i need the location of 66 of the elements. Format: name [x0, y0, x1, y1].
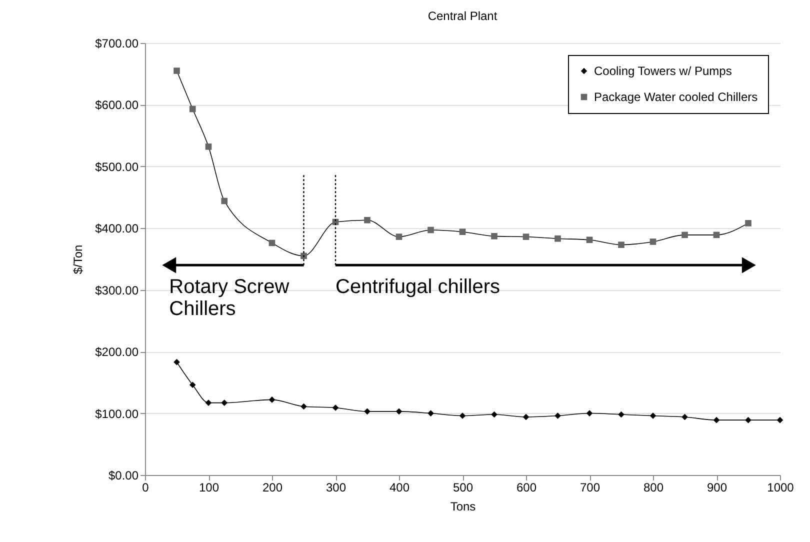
- y-tick-label: $0.00: [108, 468, 139, 482]
- x-tick-label: 900: [706, 480, 728, 494]
- point: [776, 416, 784, 424]
- point: [428, 410, 434, 416]
- point: [174, 358, 180, 366]
- point: [682, 232, 688, 238]
- point: [300, 403, 307, 410]
- point: [745, 220, 752, 226]
- y-tick-label: $300.00: [95, 283, 139, 298]
- point: [428, 226, 434, 234]
- y-tick-label: $600.00: [95, 98, 139, 112]
- point: [364, 408, 370, 415]
- point: [268, 396, 276, 403]
- chart-title: Central Plant: [428, 9, 498, 23]
- x-tick-label: 200: [262, 480, 283, 494]
- y-tick-label: $100.00: [95, 406, 139, 421]
- point: [205, 400, 212, 406]
- point: [396, 408, 402, 415]
- y-tick-label: $500.00: [95, 160, 139, 174]
- x-tick-label: 500: [452, 480, 474, 494]
- point: [713, 416, 720, 424]
- point: [745, 416, 752, 424]
- x-tick-label: 600: [516, 480, 537, 494]
- x-axis-title: Tons: [450, 500, 476, 514]
- point: [491, 233, 498, 240]
- x-tick-label: 700: [580, 480, 600, 494]
- point: [221, 198, 228, 204]
- y-axis-title: $/Ton: [71, 244, 86, 274]
- annotation: Rotary Screw Chillers: [169, 276, 290, 320]
- point: [522, 414, 530, 420]
- y-tick-label: $200.00: [95, 345, 139, 360]
- point: [459, 228, 466, 236]
- x-tick-label: 1000: [767, 480, 794, 494]
- point: [618, 242, 624, 248]
- annotation: Centrifugal chillers: [336, 276, 500, 298]
- point: [713, 232, 720, 238]
- point: [491, 411, 498, 418]
- point: [650, 238, 656, 245]
- point: [650, 412, 656, 419]
- point: [522, 234, 530, 240]
- x-tick-label: 300: [326, 480, 346, 494]
- x-tick-label: 800: [643, 480, 664, 494]
- point: [221, 400, 228, 406]
- legend-label: Cooling Towers w/ Pumps: [594, 64, 732, 78]
- x-tick-label: 400: [389, 480, 410, 494]
- point: [459, 412, 466, 419]
- point: [586, 410, 593, 416]
- legend-label: Package Water cooled Chillers: [594, 90, 758, 104]
- x-tick-label: 0: [142, 480, 150, 494]
- point: [554, 235, 561, 242]
- point: [586, 236, 593, 244]
- point: [554, 412, 561, 419]
- point: [364, 216, 370, 224]
- point: [682, 414, 688, 420]
- y-tick-label: $700.00: [95, 36, 139, 50]
- point: [332, 404, 339, 411]
- x-tick-label: 100: [198, 480, 220, 494]
- y-tick-label: $400.00: [95, 222, 139, 236]
- point: [396, 234, 402, 240]
- point: [174, 68, 180, 74]
- point: [618, 411, 624, 418]
- point: [205, 144, 212, 150]
- point: [189, 382, 196, 388]
- point: [268, 240, 276, 246]
- point: [300, 252, 307, 260]
- point: [189, 106, 196, 112]
